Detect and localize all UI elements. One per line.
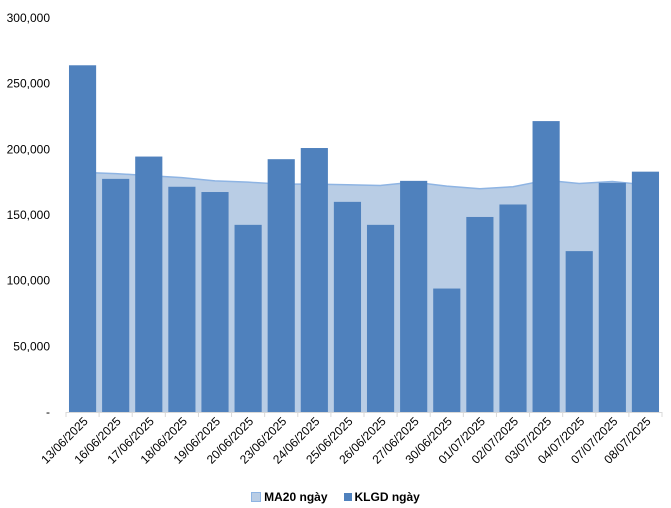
bar-24/06/2025 bbox=[300, 148, 328, 412]
bar-04/07/2025 bbox=[565, 251, 593, 412]
bar-08/07/2025 bbox=[631, 171, 660, 412]
y-tick-label: 50,000 bbox=[13, 339, 50, 353]
legend-swatch-ma20 bbox=[251, 492, 262, 502]
legend-item-ma20[interactable]: MA20 ngày bbox=[251, 490, 328, 504]
bar-02/07/2025 bbox=[499, 204, 527, 412]
bar-07/07/2025 bbox=[598, 182, 626, 412]
y-tick-label: 150,000 bbox=[7, 208, 51, 222]
legend-swatch-klgd bbox=[343, 493, 352, 501]
legend-item-klgd[interactable]: KLGD ngày bbox=[343, 490, 420, 504]
y-tick-label: - bbox=[46, 405, 50, 419]
bar-27/06/2025 bbox=[400, 180, 428, 412]
legend: MA20 ngày KLGD ngày bbox=[0, 488, 671, 506]
bar-20/06/2025 bbox=[234, 224, 262, 412]
bar-16/06/2025 bbox=[102, 178, 130, 412]
bar-19/06/2025 bbox=[201, 192, 229, 412]
y-tick-label: 250,000 bbox=[7, 77, 51, 91]
y-tick-label: 100,000 bbox=[7, 274, 51, 288]
bar-13/06/2025 bbox=[68, 65, 97, 412]
legend-label-klgd: KLGD ngày bbox=[354, 490, 420, 504]
bar-01/07/2025 bbox=[466, 216, 494, 412]
bar-03/07/2025 bbox=[532, 121, 560, 412]
bar-23/06/2025 bbox=[267, 159, 295, 412]
ma20-area bbox=[82, 172, 646, 412]
bar-26/06/2025 bbox=[366, 224, 395, 412]
y-tick-label: 200,000 bbox=[7, 142, 51, 156]
y-tick-label: 300,000 bbox=[7, 11, 51, 25]
bar-18/06/2025 bbox=[168, 186, 196, 412]
legend-label-ma20: MA20 ngày bbox=[264, 490, 328, 504]
bar-30/06/2025 bbox=[433, 288, 461, 412]
bar-17/06/2025 bbox=[135, 156, 163, 412]
bar-25/06/2025 bbox=[333, 201, 362, 412]
